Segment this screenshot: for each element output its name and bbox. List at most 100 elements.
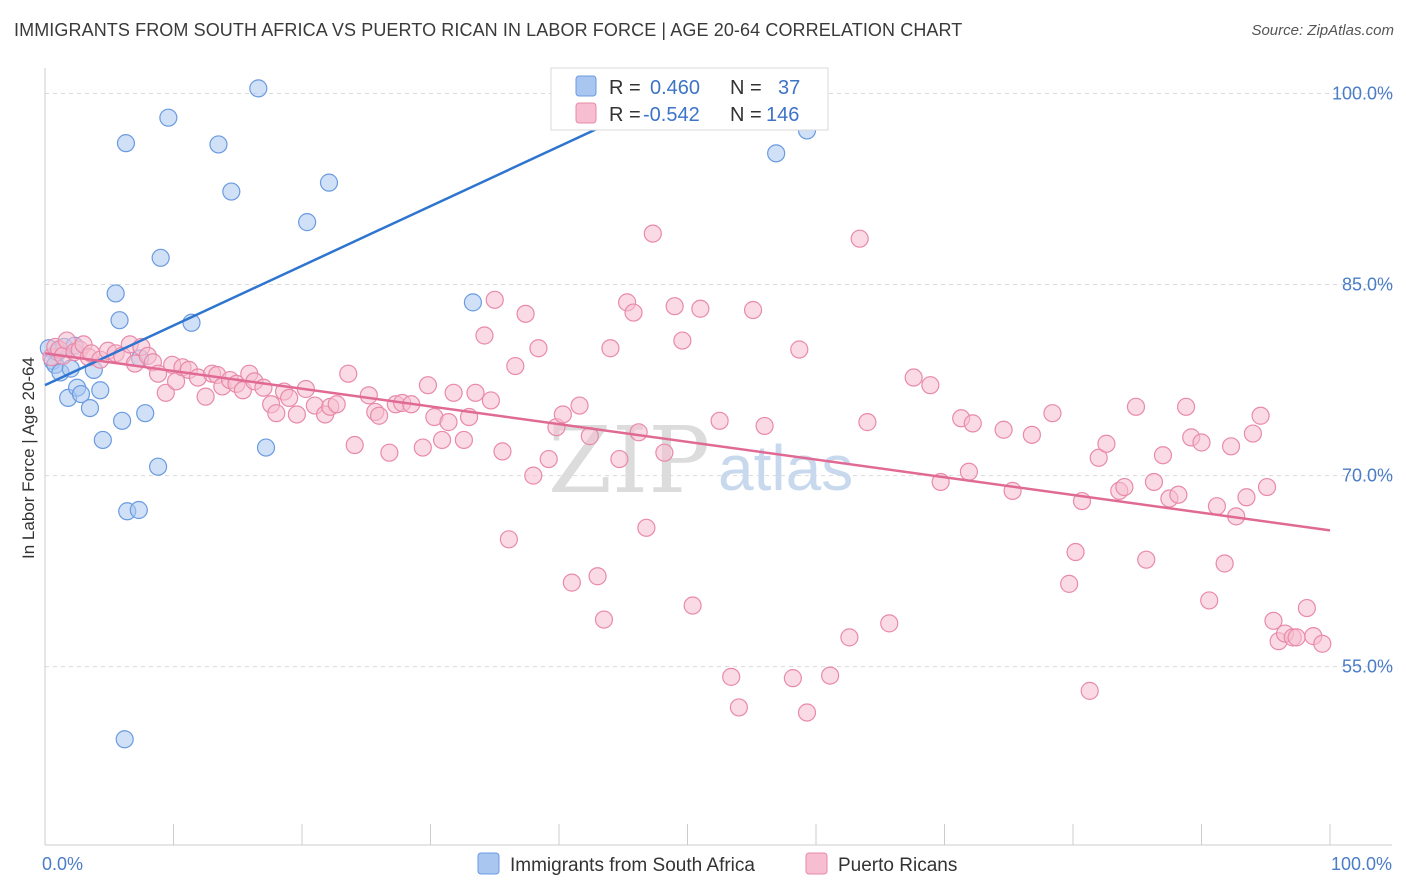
point-puerto-ricans-77: [570, 396, 589, 415]
point-puerto-ricans-92: [691, 299, 710, 318]
legend-swatch-puerto-ricans: [575, 102, 597, 124]
axes: [44, 68, 1392, 846]
point-south-africa-33: [319, 173, 339, 192]
point-puerto-ricans-46: [339, 364, 358, 383]
point-puerto-ricans-93: [710, 411, 729, 430]
legend-n-value-1: 37: [778, 77, 800, 99]
point-puerto-ricans-65: [481, 391, 500, 410]
point-puerto-ricans-149: [1313, 634, 1332, 653]
gridlines: [45, 92, 1392, 668]
x-tick-label-max: 100.0%: [1331, 854, 1392, 874]
point-south-africa-32: [298, 213, 317, 232]
point-puerto-ricans-66: [485, 290, 504, 309]
point-puerto-ricans-117: [1066, 542, 1085, 562]
point-puerto-ricans-87: [643, 224, 662, 243]
point-puerto-ricans-105: [880, 614, 899, 633]
bottom-legend-swatch-south-africa: [477, 852, 500, 875]
series-puerto-ricans: [42, 224, 1332, 722]
point-puerto-ricans-39: [280, 388, 299, 408]
point-puerto-ricans-80: [594, 610, 614, 629]
y-tick-label-3: 100.0%: [1332, 83, 1393, 103]
legend-r-value-2: -0.542: [643, 104, 700, 126]
point-puerto-ricans-81: [601, 339, 620, 358]
point-puerto-ricans-69: [506, 356, 525, 376]
legend-swatch-south-africa: [575, 75, 597, 97]
point-puerto-ricans-135: [1215, 554, 1234, 573]
point-puerto-ricans-141: [1257, 477, 1277, 497]
point-south-africa-10: [71, 384, 91, 404]
point-puerto-ricans-85: [629, 423, 648, 442]
point-puerto-ricans-115: [1043, 404, 1062, 423]
point-puerto-ricans-121: [1097, 434, 1116, 453]
point-puerto-ricans-26: [196, 387, 215, 406]
point-south-africa-26: [159, 108, 178, 127]
point-south-africa-17: [112, 411, 132, 430]
point-puerto-ricans-75: [553, 405, 572, 424]
bottom-legend-swatch-puerto-ricans: [805, 852, 828, 875]
top-legend: R = 0.460 N = 37 R = -0.542 N = 146: [550, 67, 829, 131]
point-south-africa-16: [110, 311, 129, 330]
point-south-africa-18: [115, 730, 134, 749]
trendline-puerto-ricans: [44, 352, 1331, 532]
y-tick-label-0: 55.0%: [1342, 657, 1393, 677]
watermark-zip: ZIP: [548, 407, 710, 514]
series-layer: [39, 79, 1332, 749]
watermark-atlas: atlas: [718, 432, 853, 504]
y-tick-labels: 55.0% 70.0% 85.0% 100.0%: [1332, 83, 1393, 676]
point-puerto-ricans-90: [673, 331, 692, 350]
point-puerto-ricans-119: [1080, 681, 1099, 700]
bottom-legend-label-puerto-ricans: Puerto Ricans: [838, 855, 957, 876]
point-puerto-ricans-64: [475, 326, 494, 345]
point-puerto-ricans-37: [267, 404, 286, 423]
point-puerto-ricans-55: [413, 438, 432, 457]
point-puerto-ricans-138: [1237, 488, 1256, 507]
point-puerto-ricans-147: [1297, 598, 1316, 618]
point-puerto-ricans-56: [418, 376, 438, 395]
point-puerto-ricans-94: [722, 667, 741, 686]
point-south-africa-31: [256, 438, 276, 457]
bottom-legend: Immigrants from South Africa Puerto Rica…: [477, 852, 957, 876]
point-puerto-ricans-102: [840, 628, 859, 647]
point-puerto-ricans-112: [994, 420, 1013, 439]
point-south-africa-14: [93, 430, 112, 450]
point-puerto-ricans-45: [327, 395, 346, 414]
point-puerto-ricans-95: [729, 698, 749, 717]
point-puerto-ricans-59: [439, 413, 458, 432]
point-puerto-ricans-97: [755, 416, 774, 436]
point-puerto-ricans-111: [963, 414, 982, 433]
legend-r-value-1: 0.460: [650, 77, 700, 99]
point-puerto-ricans-120: [1089, 448, 1108, 467]
point-puerto-ricans-130: [1176, 397, 1196, 416]
point-puerto-ricans-100: [797, 703, 817, 722]
point-south-africa-30: [249, 79, 268, 98]
point-puerto-ricans-58: [432, 430, 452, 450]
point-puerto-ricans-132: [1192, 433, 1211, 452]
point-puerto-ricans-70: [516, 304, 535, 323]
point-puerto-ricans-51: [380, 443, 399, 462]
point-puerto-ricans-127: [1153, 446, 1173, 465]
point-puerto-ricans-107: [921, 376, 940, 395]
point-puerto-ricans-82: [610, 449, 629, 469]
y-axis-title: In Labor Force | Age 20-64: [19, 357, 38, 559]
point-puerto-ricans-125: [1137, 550, 1156, 569]
point-south-africa-13: [91, 381, 110, 400]
point-south-africa-23: [136, 404, 155, 423]
point-puerto-ricans-73: [539, 449, 558, 469]
point-south-africa-34: [463, 293, 483, 312]
legend-n-value-2: 146: [766, 104, 799, 126]
point-puerto-ricans-89: [665, 297, 684, 316]
point-puerto-ricans-104: [858, 413, 877, 432]
point-south-africa-15: [106, 284, 125, 303]
point-puerto-ricans-140: [1251, 406, 1270, 425]
point-puerto-ricans-146: [1287, 628, 1306, 647]
point-puerto-ricans-98: [783, 669, 802, 688]
point-puerto-ricans-72: [529, 339, 548, 358]
point-puerto-ricans-76: [562, 573, 581, 592]
point-puerto-ricans-61: [454, 430, 474, 450]
point-south-africa-29: [222, 182, 241, 201]
chart-title: IMMIGRANTS FROM SOUTH AFRICA VS PUERTO R…: [14, 20, 963, 40]
y-tick-label-1: 70.0%: [1342, 466, 1393, 486]
legend-n-label-2: N =: [730, 104, 762, 126]
point-south-africa-19: [116, 134, 136, 153]
point-puerto-ricans-48: [359, 386, 378, 405]
